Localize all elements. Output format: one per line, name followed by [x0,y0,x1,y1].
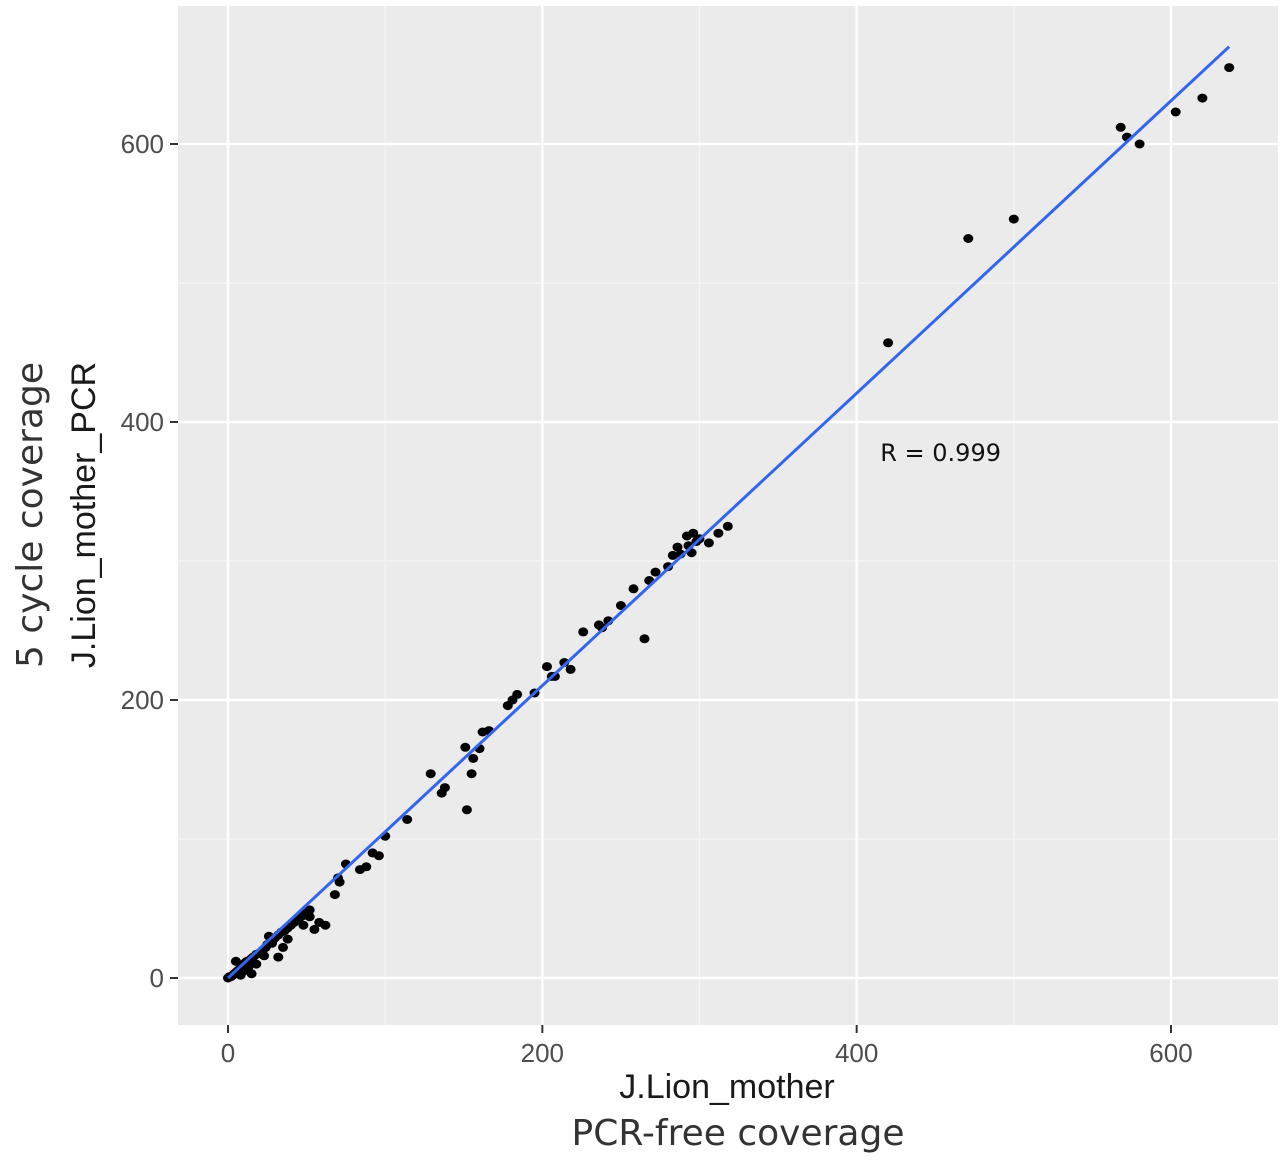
data-point [963,234,974,243]
data-point [1224,63,1235,73]
data-point [246,969,257,979]
data-point [1170,107,1181,117]
data-point [334,877,345,887]
data-point [460,742,471,752]
y-tick-label: 600 [121,129,164,159]
data-point [304,905,315,915]
data-point [439,783,450,793]
data-point [1115,122,1126,132]
data-point [278,942,288,952]
data-point [259,951,270,961]
x-axis-title: J.Lion_mother [619,1068,834,1106]
x-tick-label: 0 [221,1038,235,1068]
y-axis-title: J.Lion_mother_PCR [65,362,103,668]
data-point [639,634,650,644]
data-point [468,753,479,763]
data-point [578,627,589,637]
data-point [282,934,293,944]
data-point [1008,214,1019,224]
x-tick-label: 600 [1149,1038,1192,1068]
data-point [320,920,331,930]
regression-line [226,45,1231,980]
data-point [713,528,724,538]
data-point [329,890,340,900]
x-tick-label: 400 [835,1038,878,1068]
data-point [650,567,661,577]
data-point [722,521,733,531]
data-point [461,805,472,815]
y-tick-label: 200 [121,685,164,715]
data-point [304,912,315,922]
major-gridlines [178,6,1278,1025]
x-axis-subtitle: PCR-free coverage [572,1113,905,1154]
data-point [243,962,254,972]
data-point [628,584,639,594]
correlation-annotation: R = 0.999 [880,439,1001,467]
data-point [672,542,683,552]
data-point [361,862,372,872]
data-point [273,952,284,962]
data-point [597,623,608,633]
data-point [703,538,714,548]
data-point [425,769,436,779]
data-point [309,924,320,934]
data-point [402,815,413,824]
data-point [512,689,523,699]
data-point [466,769,477,779]
data-point [298,920,309,930]
data-point [615,601,626,610]
data-point [549,671,560,681]
data-point [542,662,552,672]
data-point [230,956,241,966]
tick-labels: 0 200 400 600 0 200 400 600 [121,129,1193,1068]
y-axis-subtitle: 5 cycle coverage [10,362,51,668]
data-point [1134,139,1145,149]
y-tick-label: 400 [121,407,164,437]
y-tick-label: 0 [150,963,164,993]
data-point [565,664,576,674]
axis-ticks [170,143,1172,1033]
data-point [373,851,384,861]
data-point [688,528,699,538]
data-point [667,550,678,560]
x-tick-label: 200 [521,1038,564,1068]
minor-gridlines [178,6,1278,1025]
data-point [251,959,262,969]
data-point [1197,93,1208,103]
data-point [883,338,894,348]
